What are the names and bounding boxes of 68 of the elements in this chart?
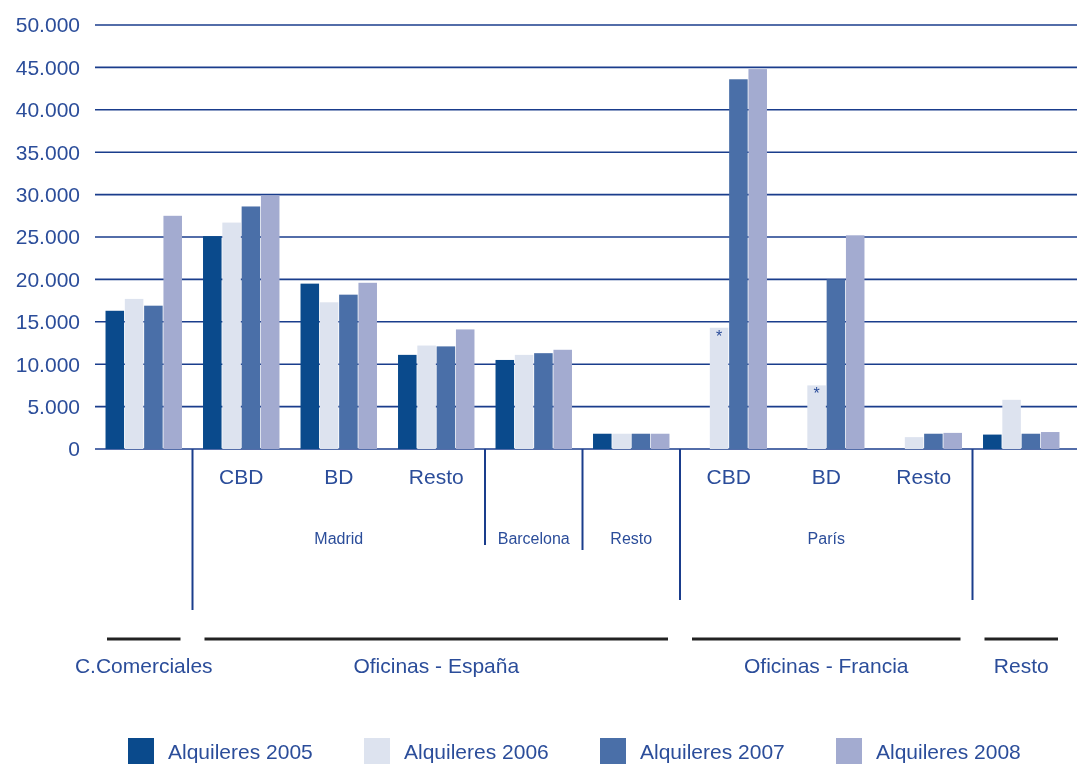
legend-label: Alquileres 2007 xyxy=(640,739,785,763)
y-tick-label: 30.000 xyxy=(15,182,80,206)
y-tick-label: 40.000 xyxy=(15,98,80,122)
bar xyxy=(709,327,729,449)
bar xyxy=(534,353,553,449)
y-tick-label: 35.000 xyxy=(15,140,80,164)
y-tick-label: 45.000 xyxy=(15,55,80,79)
bar xyxy=(319,302,339,449)
bar xyxy=(436,346,456,449)
bar xyxy=(924,433,943,449)
bar xyxy=(241,206,261,449)
bar xyxy=(631,433,651,449)
y-tick-label: 50.000 xyxy=(15,13,80,37)
x-tick-label: Resto xyxy=(408,465,464,488)
x-tick-label: BD xyxy=(811,465,841,488)
annotation: * xyxy=(813,385,820,403)
x-tick-label: CBD xyxy=(706,465,751,488)
y-tick-label: 15.000 xyxy=(15,310,80,334)
bar xyxy=(455,329,475,449)
legend-label: Alquileres 2006 xyxy=(404,739,549,763)
bar xyxy=(729,79,748,449)
text: Madrid xyxy=(314,530,364,547)
bar xyxy=(612,433,631,449)
text: Barcelona xyxy=(497,530,570,547)
bar xyxy=(845,235,865,449)
bar xyxy=(748,69,767,449)
y-tick-label: 0 xyxy=(68,437,80,461)
bar xyxy=(339,294,358,449)
x-tick-label: CBD xyxy=(219,465,264,488)
x-tick-label: Resto xyxy=(896,465,952,488)
bar xyxy=(650,433,670,449)
text: C.Comerciales xyxy=(74,654,213,677)
y-tick-label: 20.000 xyxy=(15,267,80,291)
bar xyxy=(807,385,826,449)
bar xyxy=(1021,433,1041,449)
bar xyxy=(495,359,515,449)
bar xyxy=(593,433,612,449)
bar xyxy=(124,298,144,449)
bar xyxy=(943,432,962,449)
text: Oficinas - España xyxy=(353,654,520,677)
bar xyxy=(163,215,182,449)
bar xyxy=(1002,399,1021,449)
bar xyxy=(553,349,572,449)
text: Resto xyxy=(993,654,1049,677)
bar xyxy=(260,195,280,449)
bar xyxy=(983,434,1002,449)
bar xyxy=(826,279,846,449)
bar xyxy=(358,282,377,449)
bar xyxy=(514,354,534,449)
legend-label: Alquileres 2008 xyxy=(876,739,1021,763)
bar xyxy=(1040,432,1060,449)
annotation: * xyxy=(715,327,723,345)
x-tick-label: BD xyxy=(324,465,354,488)
y-tick-label: 5.000 xyxy=(27,394,80,418)
text: París xyxy=(807,530,845,547)
bar xyxy=(904,437,924,449)
bar xyxy=(417,345,436,449)
text: Resto xyxy=(610,530,653,547)
legend-label: Alquileres 2005 xyxy=(168,739,313,763)
bar xyxy=(144,305,163,449)
bar xyxy=(203,236,222,449)
y-tick-label: 25.000 xyxy=(15,225,80,249)
y-tick-label: 10.000 xyxy=(15,352,80,376)
bar xyxy=(222,222,241,449)
bar xyxy=(398,354,417,449)
text: Oficinas - Francia xyxy=(743,654,909,677)
bar xyxy=(300,283,320,449)
bar xyxy=(105,310,125,449)
